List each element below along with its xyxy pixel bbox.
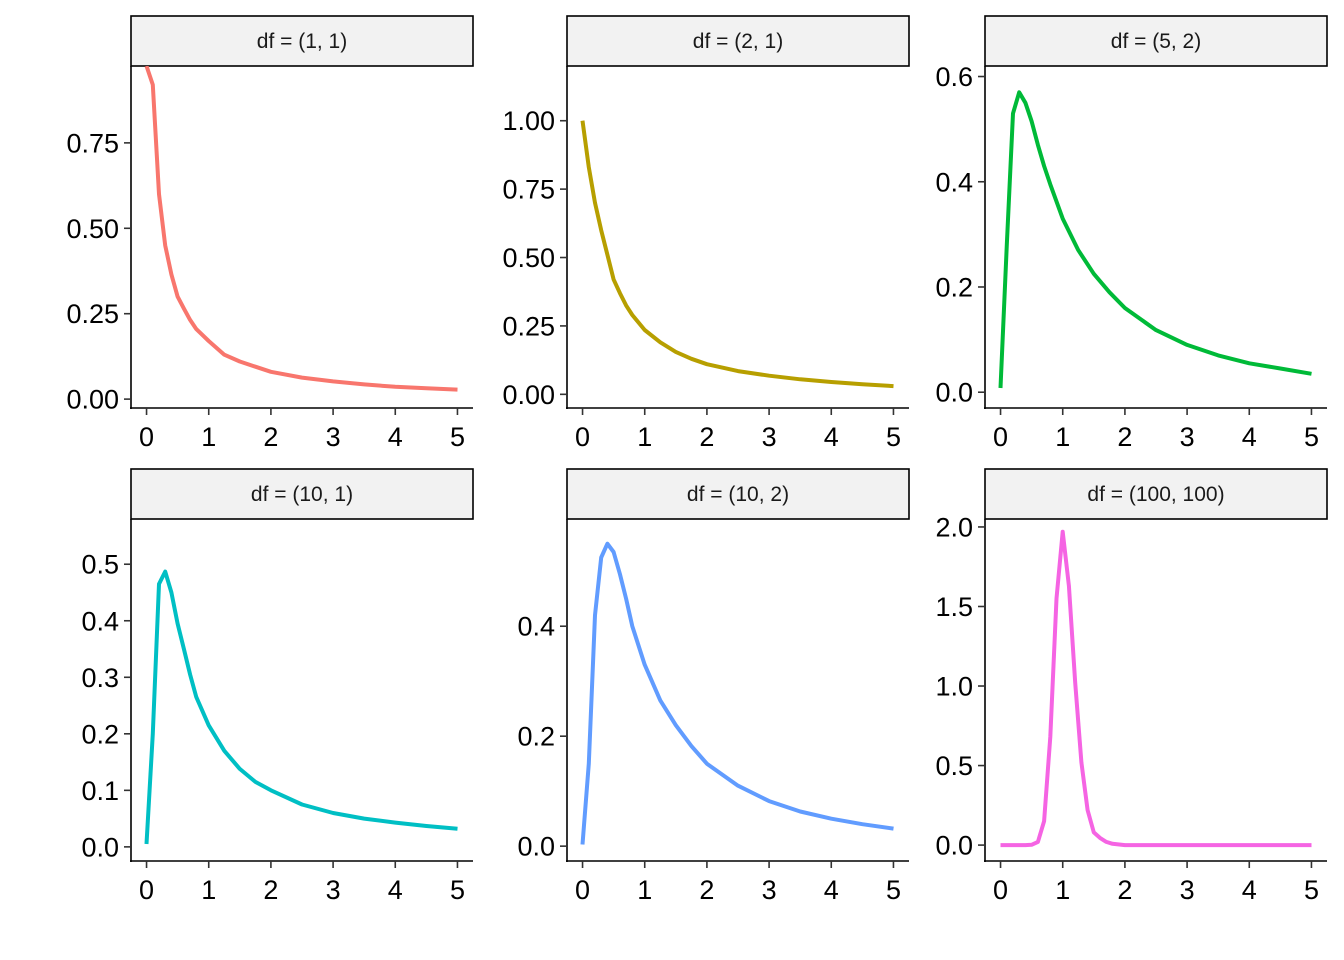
density-curve (580, 120, 894, 389)
x-tick-label: 5 (886, 875, 901, 905)
y-tick-label: 0.3 (81, 663, 119, 693)
x-tick-label: 1 (637, 422, 652, 452)
y-tick-label: 0.0 (935, 831, 973, 861)
x-tick-label: 0 (139, 422, 154, 452)
y-tick-label: 0.2 (517, 722, 555, 752)
y-tick-label: 0.4 (517, 612, 555, 642)
x-tick-label: 2 (699, 422, 714, 452)
facet-strip (130, 468, 474, 520)
x-tick-label: 1 (201, 875, 216, 905)
density-curve (580, 541, 894, 845)
x-tick-label: 3 (326, 875, 341, 905)
x-tick-label: 5 (886, 422, 901, 452)
x-tick-label: 4 (824, 875, 839, 905)
x-tick-label: 3 (762, 875, 777, 905)
facet-panel: df = (10, 1) 0.0 0.1 0.2 0.3 0.4 0.5 0 1 2 3 4 5 (81, 468, 474, 905)
x-tick-label: 2 (263, 422, 278, 452)
y-tick-label: 0.0 (935, 378, 973, 408)
facet-title: df = (2, 1) (693, 30, 783, 53)
y-tick-label: 0.2 (81, 719, 119, 749)
facet-panel: df = (1, 1) 0.00 0.25 0.50 0.75 0 1 2 3 4 5 (66, 15, 474, 452)
x-tick-label: 1 (637, 875, 652, 905)
y-tick-label: 0.25 (502, 311, 555, 341)
facet-panel: df = (100, 100) 0.0 0.5 1.0 1.5 2.0 0 1 2 3 4 5 (935, 468, 1328, 905)
y-tick-label: 0.1 (81, 776, 119, 806)
y-tick-label: 1.5 (935, 592, 973, 622)
x-tick-label: 1 (1055, 875, 1070, 905)
x-tick-label: 0 (139, 875, 154, 905)
x-tick-label: 3 (762, 422, 777, 452)
y-tick-label: 0.50 (502, 243, 555, 273)
y-tick-label: 1.00 (502, 106, 555, 136)
density-curve (144, 66, 458, 392)
x-tick-label: 2 (1117, 422, 1132, 452)
y-tick-label: 0.0 (81, 832, 119, 862)
x-tick-label: 0 (575, 875, 590, 905)
y-tick-label: 0.4 (81, 606, 119, 636)
facet-title: df = (100, 100) (1087, 483, 1224, 506)
y-tick-label: 2.0 (935, 512, 973, 542)
x-tick-label: 0 (993, 422, 1008, 452)
facet-panel: df = (10, 2) 0.0 0.2 0.4 0 1 2 3 4 5 (517, 468, 910, 905)
x-tick-label: 4 (1242, 422, 1257, 452)
x-tick-label: 1 (1055, 422, 1070, 452)
x-tick-label: 4 (1242, 875, 1257, 905)
facet-title: df = (10, 1) (251, 483, 353, 506)
y-tick-label: 0.50 (66, 214, 119, 244)
x-tick-label: 2 (699, 875, 714, 905)
density-curve (998, 90, 1312, 389)
x-tick-label: 3 (1180, 422, 1195, 452)
facet-title: df = (10, 2) (687, 483, 789, 506)
y-tick-label: 0.2 (935, 272, 973, 302)
x-tick-label: 4 (388, 875, 403, 905)
y-tick-label: 0.75 (66, 128, 119, 158)
facet-strip (566, 15, 910, 67)
density-curve (1000, 529, 1312, 848)
y-tick-label: 1.0 (935, 672, 973, 702)
facet-strip (130, 15, 474, 67)
facet-strip (566, 468, 910, 520)
x-tick-label: 5 (1304, 875, 1319, 905)
y-tick-label: 0.0 (517, 832, 555, 862)
x-tick-label: 2 (1117, 875, 1132, 905)
x-tick-label: 5 (450, 422, 465, 452)
x-tick-label: 0 (575, 422, 590, 452)
facet-title: df = (5, 2) (1111, 30, 1201, 53)
y-tick-label: 0.5 (81, 550, 119, 580)
y-tick-label: 0.75 (502, 175, 555, 205)
x-tick-label: 2 (263, 875, 278, 905)
facet-panel: df = (5, 2) 0.0 0.2 0.4 0.6 0 1 2 3 4 5 (935, 15, 1328, 452)
facet-panel: df = (2, 1) 0.00 0.25 0.50 0.75 1.00 0 1 2 3 4 5 (502, 15, 910, 452)
x-tick-label: 1 (201, 422, 216, 452)
x-tick-label: 4 (824, 422, 839, 452)
y-tick-label: 0.4 (935, 167, 973, 197)
x-tick-label: 5 (450, 875, 465, 905)
density-curve (144, 569, 458, 845)
y-tick-label: 0.25 (66, 299, 119, 329)
x-tick-label: 3 (1180, 875, 1195, 905)
x-tick-label: 0 (993, 875, 1008, 905)
x-tick-label: 5 (1304, 422, 1319, 452)
y-tick-label: 0.00 (66, 385, 119, 415)
x-tick-label: 3 (326, 422, 341, 452)
facet-strip (984, 15, 1328, 67)
facet-strip (984, 468, 1328, 520)
facet-title: df = (1, 1) (257, 30, 347, 53)
y-tick-label: 0.00 (502, 380, 555, 410)
x-tick-label: 4 (388, 422, 403, 452)
y-tick-label: 0.6 (935, 62, 973, 92)
y-tick-label: 0.5 (935, 751, 973, 781)
